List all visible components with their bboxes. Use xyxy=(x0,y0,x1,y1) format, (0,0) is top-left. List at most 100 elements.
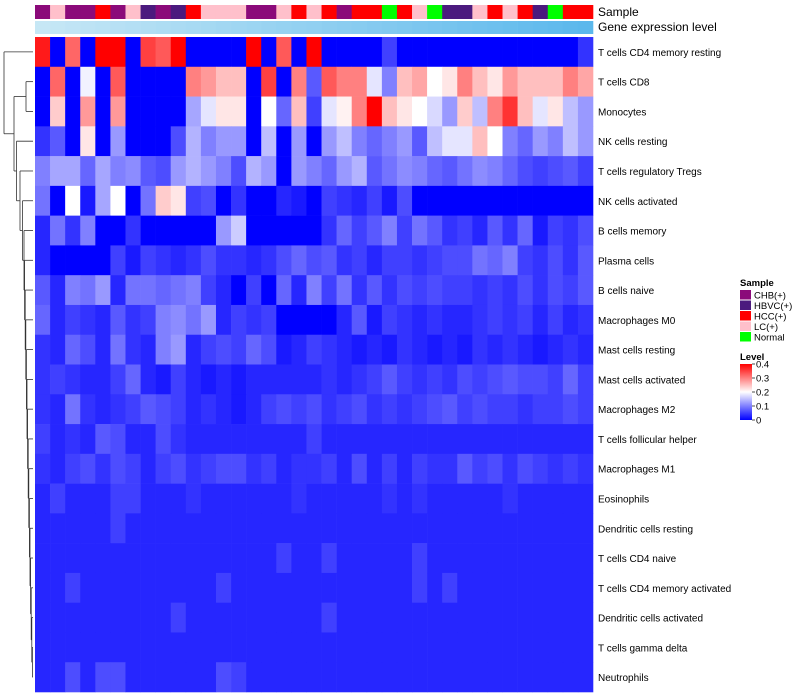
heatmap-cell xyxy=(215,156,232,187)
heatmap-cell xyxy=(351,453,368,484)
level-bar-cell xyxy=(80,21,96,34)
heatmap-cell xyxy=(246,96,262,127)
heatmap-cell xyxy=(170,215,187,246)
sample-bar-cell xyxy=(65,5,81,19)
heatmap-cell xyxy=(155,126,172,157)
heatmap-cell xyxy=(547,334,564,365)
heatmap-cell xyxy=(65,66,81,97)
heatmap-cell xyxy=(562,602,579,633)
sample-bar-cell xyxy=(487,5,503,19)
heatmap-cell xyxy=(185,364,202,395)
heatmap-cell xyxy=(231,156,247,187)
heatmap-cell xyxy=(110,245,126,276)
heatmap-cell xyxy=(65,37,81,68)
heatmap-cell xyxy=(517,156,533,187)
heatmap-cell xyxy=(125,572,141,603)
heatmap-cell xyxy=(140,602,156,633)
heatmap-cell xyxy=(50,215,66,246)
heatmap-cell xyxy=(396,453,413,484)
heatmap-cell xyxy=(95,483,111,514)
heatmap-cell xyxy=(50,602,66,633)
heatmap-cell xyxy=(412,632,428,663)
heatmap-cell xyxy=(442,334,458,365)
heatmap-cell xyxy=(562,156,579,187)
heatmap-cell xyxy=(427,662,443,693)
heatmap-cell xyxy=(381,424,398,455)
heatmap-cell xyxy=(412,364,428,395)
heatmap-cell xyxy=(442,185,458,216)
heatmap-cell xyxy=(50,513,66,544)
heatmap-cell xyxy=(577,364,594,395)
heatmap-cell xyxy=(547,185,564,216)
heatmap-cell xyxy=(65,96,81,127)
level-bar-cell xyxy=(110,21,126,34)
heatmap-cell xyxy=(65,632,81,663)
heatmap-cell xyxy=(547,394,564,425)
sample-annotation-label: Sample xyxy=(598,5,639,19)
level-bar-cell xyxy=(170,21,187,34)
heatmap-cell xyxy=(65,185,81,216)
heatmap-cell xyxy=(200,513,217,544)
heatmap-cell xyxy=(442,37,458,68)
heatmap-cell xyxy=(110,632,126,663)
heatmap-cell xyxy=(231,275,247,306)
heatmap-cell xyxy=(487,96,503,127)
heatmap-cell xyxy=(246,185,262,216)
heatmap-cell xyxy=(65,364,81,395)
heatmap-cell xyxy=(336,632,353,663)
heatmap-cell xyxy=(215,572,232,603)
heatmap-cell xyxy=(562,662,579,693)
heatmap-cell xyxy=(502,424,518,455)
heatmap-cell xyxy=(35,543,51,574)
heatmap-cell xyxy=(396,394,413,425)
row-labels: T cells CD4 memory resting T cells CD8 Mon… xyxy=(598,48,731,684)
heatmap-cell xyxy=(427,37,443,68)
heatmap-cell xyxy=(321,632,337,663)
sample-bar-cell xyxy=(351,5,368,19)
heatmap-cell xyxy=(366,453,383,484)
heatmap-cell xyxy=(532,572,549,603)
heatmap-cell xyxy=(185,185,202,216)
heatmap-cell xyxy=(261,245,277,276)
heatmap-cell xyxy=(502,185,518,216)
heatmap-cell xyxy=(427,156,443,187)
heatmap-cell xyxy=(170,334,187,365)
sample-bar-cell xyxy=(396,5,413,19)
heatmap-cell xyxy=(351,483,368,514)
heatmap-cell xyxy=(231,543,247,574)
heatmap-cell xyxy=(517,37,533,68)
heatmap-cell xyxy=(502,572,518,603)
level-bar-cell xyxy=(457,21,473,34)
row-label: T cells CD4 memory activated xyxy=(598,584,731,595)
heatmap-cell xyxy=(110,483,126,514)
heatmap-cell xyxy=(215,453,232,484)
heatmap-cell xyxy=(125,304,141,336)
heatmap-cell xyxy=(517,572,533,603)
heatmap-cell xyxy=(80,632,96,663)
heatmap-cell xyxy=(231,394,247,425)
heatmap-cell xyxy=(366,543,383,574)
heatmap-cell xyxy=(50,304,66,336)
heatmap-cell xyxy=(427,602,443,633)
heatmap-cell xyxy=(200,602,217,633)
heatmap-cell xyxy=(366,66,383,97)
heatmap-cell xyxy=(215,543,232,574)
heatmap-cell xyxy=(562,66,579,97)
heatmap-cell xyxy=(532,215,549,246)
heatmap-cell xyxy=(487,275,503,306)
heatmap-cell xyxy=(336,275,353,306)
heatmap-cell xyxy=(200,453,217,484)
heatmap-cell xyxy=(200,215,217,246)
heatmap-cell xyxy=(442,126,458,157)
heatmap-cell xyxy=(50,364,66,395)
sample-bar-cell xyxy=(140,5,156,19)
level-bar-cell xyxy=(185,21,202,34)
heatmap-cell xyxy=(577,245,594,276)
sample-bar-cell xyxy=(246,5,262,19)
heatmap-cell xyxy=(170,185,187,216)
heatmap-cell xyxy=(170,453,187,484)
heatmap-cell xyxy=(547,96,564,127)
heatmap-cell xyxy=(517,394,533,425)
heatmap-cell xyxy=(517,453,533,484)
heatmap-cell xyxy=(95,96,111,127)
